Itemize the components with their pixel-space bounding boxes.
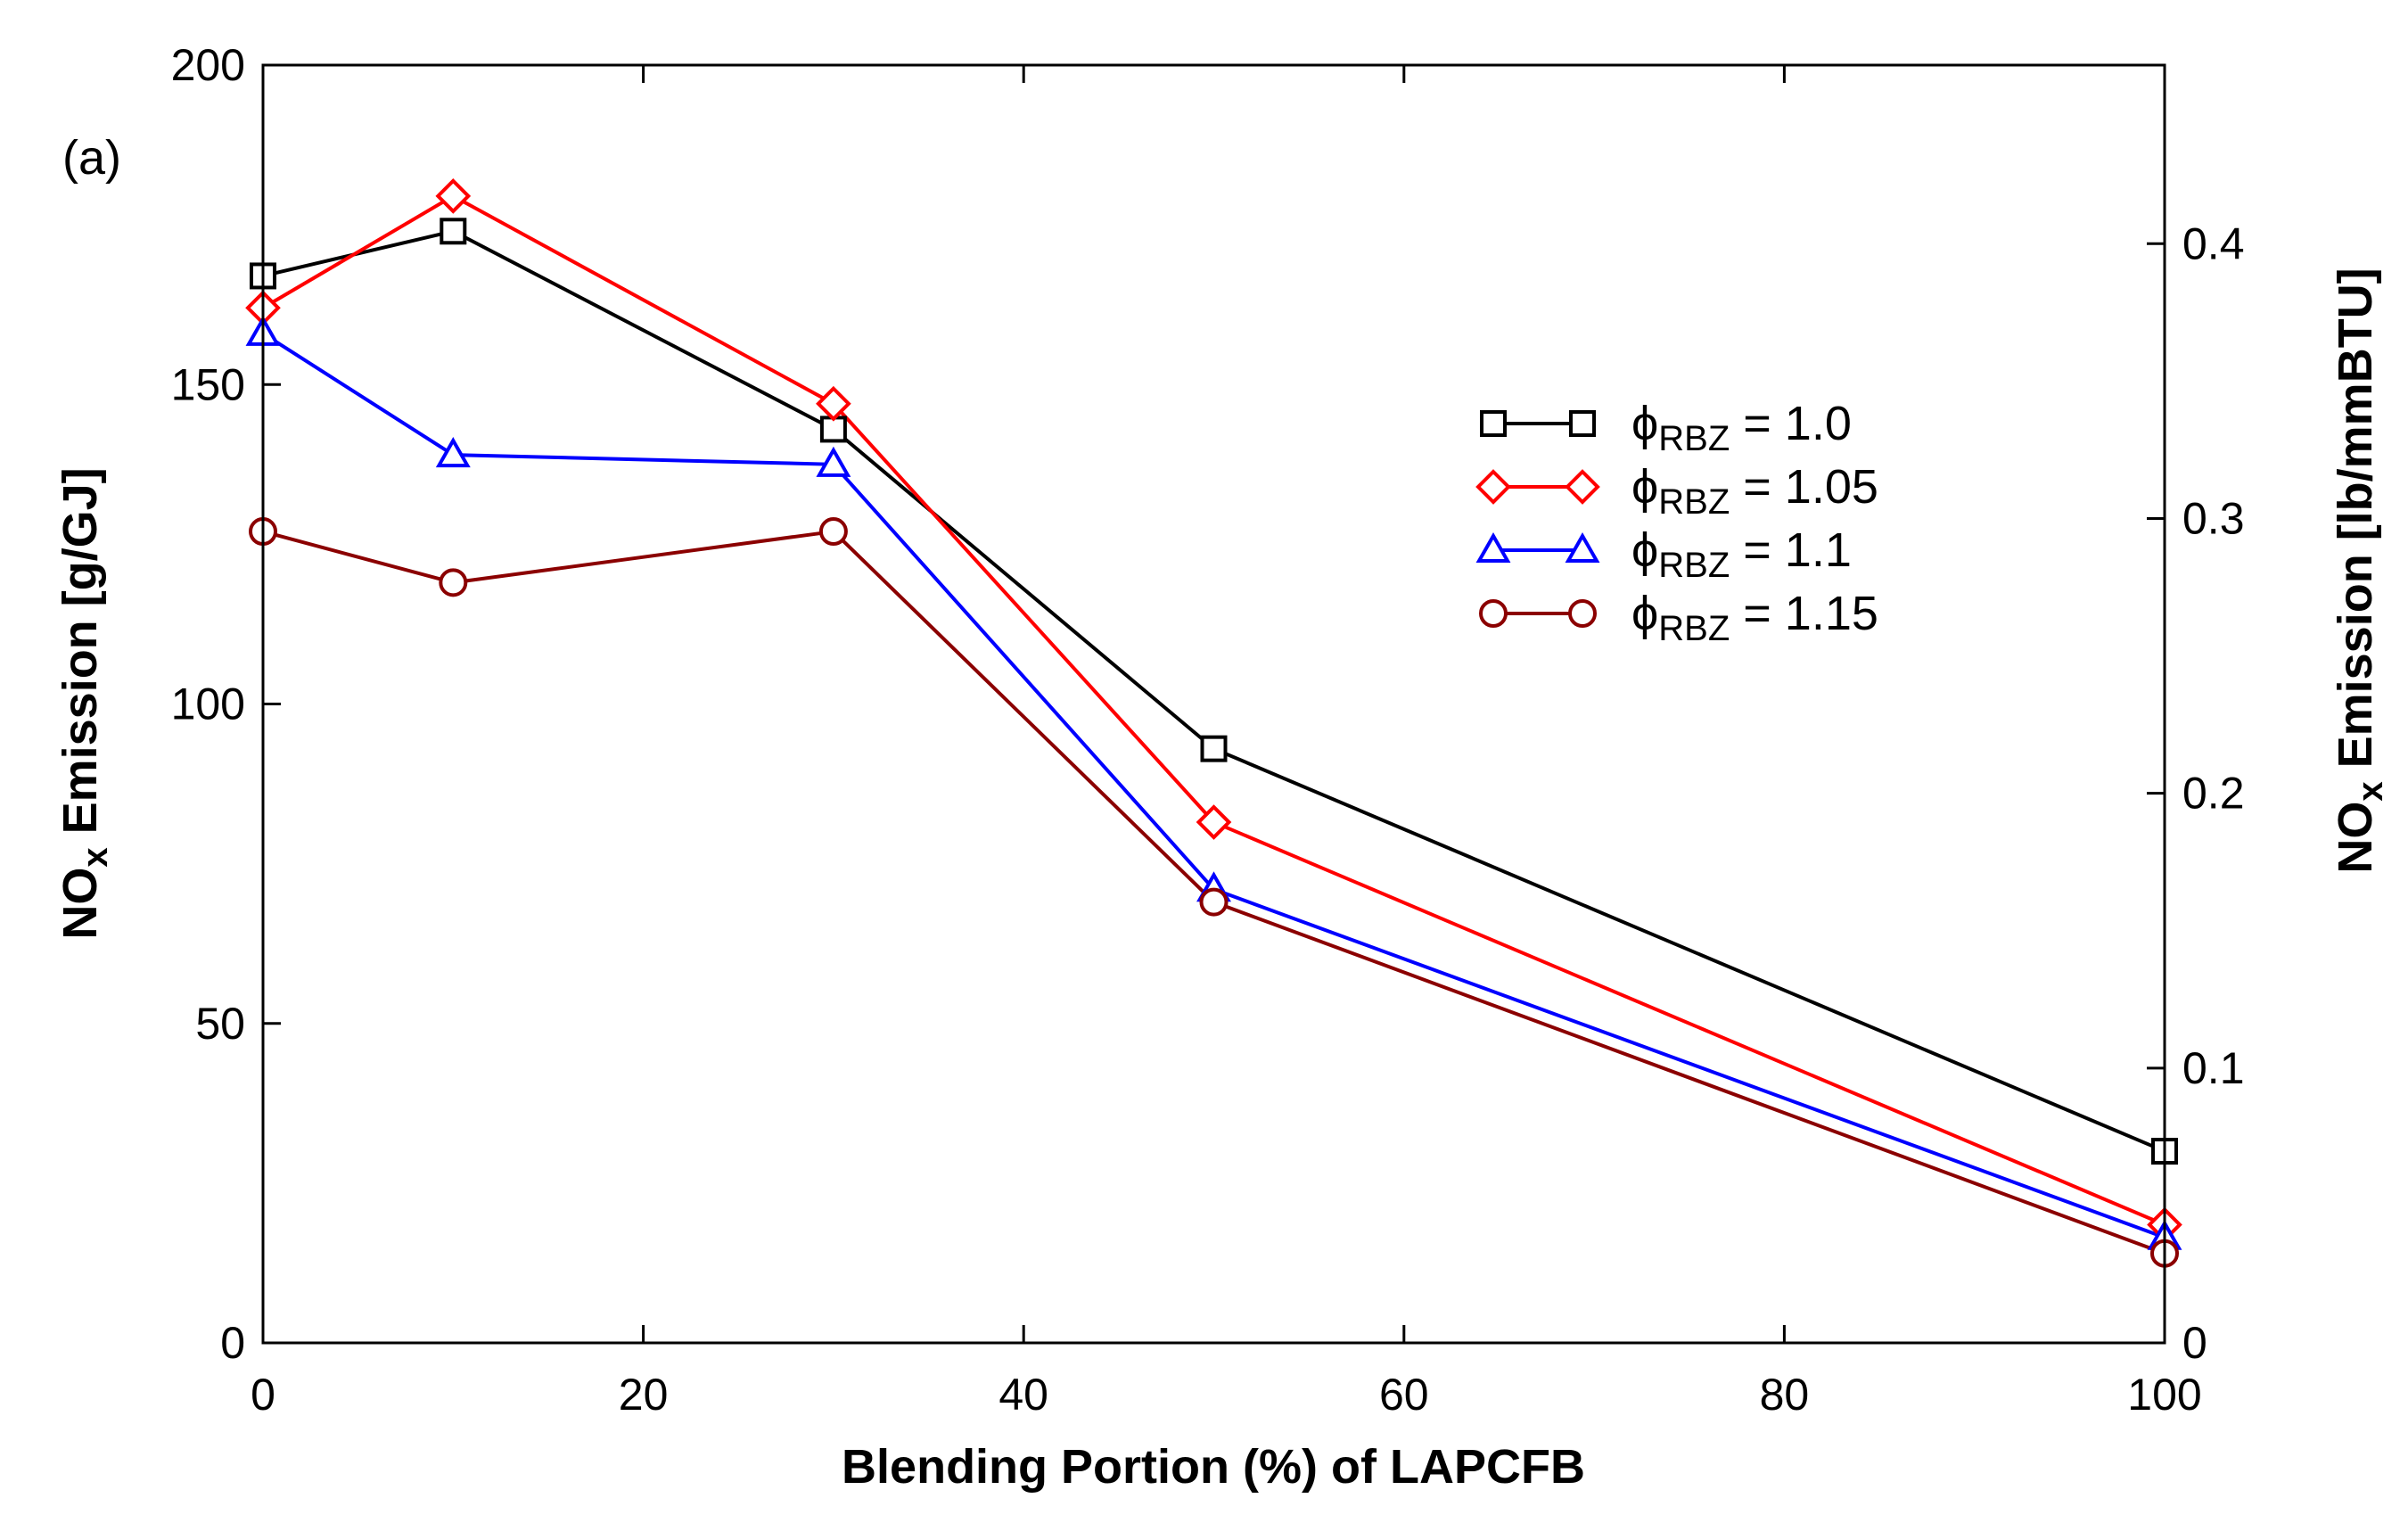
legend-marker-s1	[1480, 410, 1507, 437]
y-axis-title: NOx Emission [g/GJ]	[53, 467, 115, 939]
legend-value: = 1.15	[1730, 587, 1878, 640]
y-axis-ticks: 0 50 100 150 200	[171, 40, 281, 1368]
x-axis-title: Blending Portion (%) of LAPCFB	[842, 1440, 1585, 1494]
x-tick-label: 60	[1379, 1370, 1429, 1420]
y-tick-label: 50	[195, 999, 245, 1049]
legend-subscript: RBZ	[1658, 419, 1730, 458]
series-line-s2	[261, 193, 2166, 1227]
legend-marker-s2	[1565, 469, 1600, 505]
legend-phi: ϕ	[1631, 460, 1658, 514]
legend-label-s2: ϕRBZ = 1.05	[1631, 460, 1878, 522]
legend-label-s4: ϕRBZ = 1.15	[1631, 587, 1878, 648]
data-point-s4	[439, 568, 468, 597]
series-line-s3	[261, 332, 2166, 1239]
y-tick-label: 200	[171, 40, 245, 90]
legend-subscript: RBZ	[1658, 546, 1730, 585]
plot-frame	[261, 63, 2166, 1345]
x-axis-ticks: 0 20 40 60 80 100	[251, 65, 2202, 1420]
data-point-s1	[440, 218, 467, 245]
legend-subscript: RBZ	[1658, 482, 1730, 522]
data-point-s2	[435, 178, 472, 214]
x-tick-label: 40	[999, 1370, 1048, 1420]
y2-axis-ticks: 0 0.1 0.2 0.3 0.4	[2147, 218, 2245, 1368]
y2-tick-label: 0.4	[2182, 218, 2245, 268]
legend-phi: ϕ	[1631, 397, 1658, 450]
legend-marker-s4	[1568, 599, 1597, 628]
data-point-s4	[1199, 887, 1229, 917]
data-point-s4	[818, 517, 848, 547]
y2-tick-label: 0.1	[2182, 1043, 2245, 1093]
data-point-s1	[1200, 735, 1228, 762]
legend-marker-s4	[1479, 599, 1508, 628]
y-tick-label: 0	[220, 1318, 245, 1368]
legend-subscript: RBZ	[1658, 609, 1730, 648]
x-tick-label: 100	[2127, 1370, 2201, 1420]
legend-label-s1: ϕRBZ = 1.0	[1631, 397, 1852, 458]
legend-phi: ϕ	[1631, 523, 1658, 577]
series-line-s1	[262, 229, 2166, 1153]
x-tick-label: 0	[251, 1370, 275, 1420]
x-tick-label: 20	[619, 1370, 669, 1420]
legend-marker-s3	[1565, 531, 1600, 563]
y-tick-label: 150	[171, 359, 245, 409]
legend-label-s3: ϕRBZ = 1.1	[1631, 523, 1852, 585]
y2-axis-title: NOx Emission [lb/mmBTU]	[2329, 268, 2390, 873]
legend-value: = 1.0	[1730, 397, 1852, 450]
series-layer	[245, 178, 2182, 1268]
data-point-s3	[816, 446, 851, 477]
x-tick-label: 80	[1760, 1370, 1810, 1420]
legend-phi: ϕ	[1631, 587, 1658, 640]
data-point-s2	[816, 385, 851, 422]
data-point-s2	[1196, 804, 1232, 840]
panel-label: (a)	[62, 131, 121, 185]
legend-marker-s3	[1475, 531, 1511, 563]
legend-value: = 1.05	[1730, 460, 1878, 514]
legend-marker-s2	[1475, 469, 1511, 505]
y2-tick-label: 0	[2182, 1318, 2207, 1368]
y2-tick-label: 0.3	[2182, 493, 2245, 543]
y-tick-label: 100	[171, 679, 245, 729]
y2-tick-label: 0.2	[2182, 769, 2245, 819]
data-point-s3	[435, 437, 471, 468]
legend-marker-s1	[1569, 410, 1596, 437]
legend-value: = 1.1	[1730, 523, 1852, 577]
